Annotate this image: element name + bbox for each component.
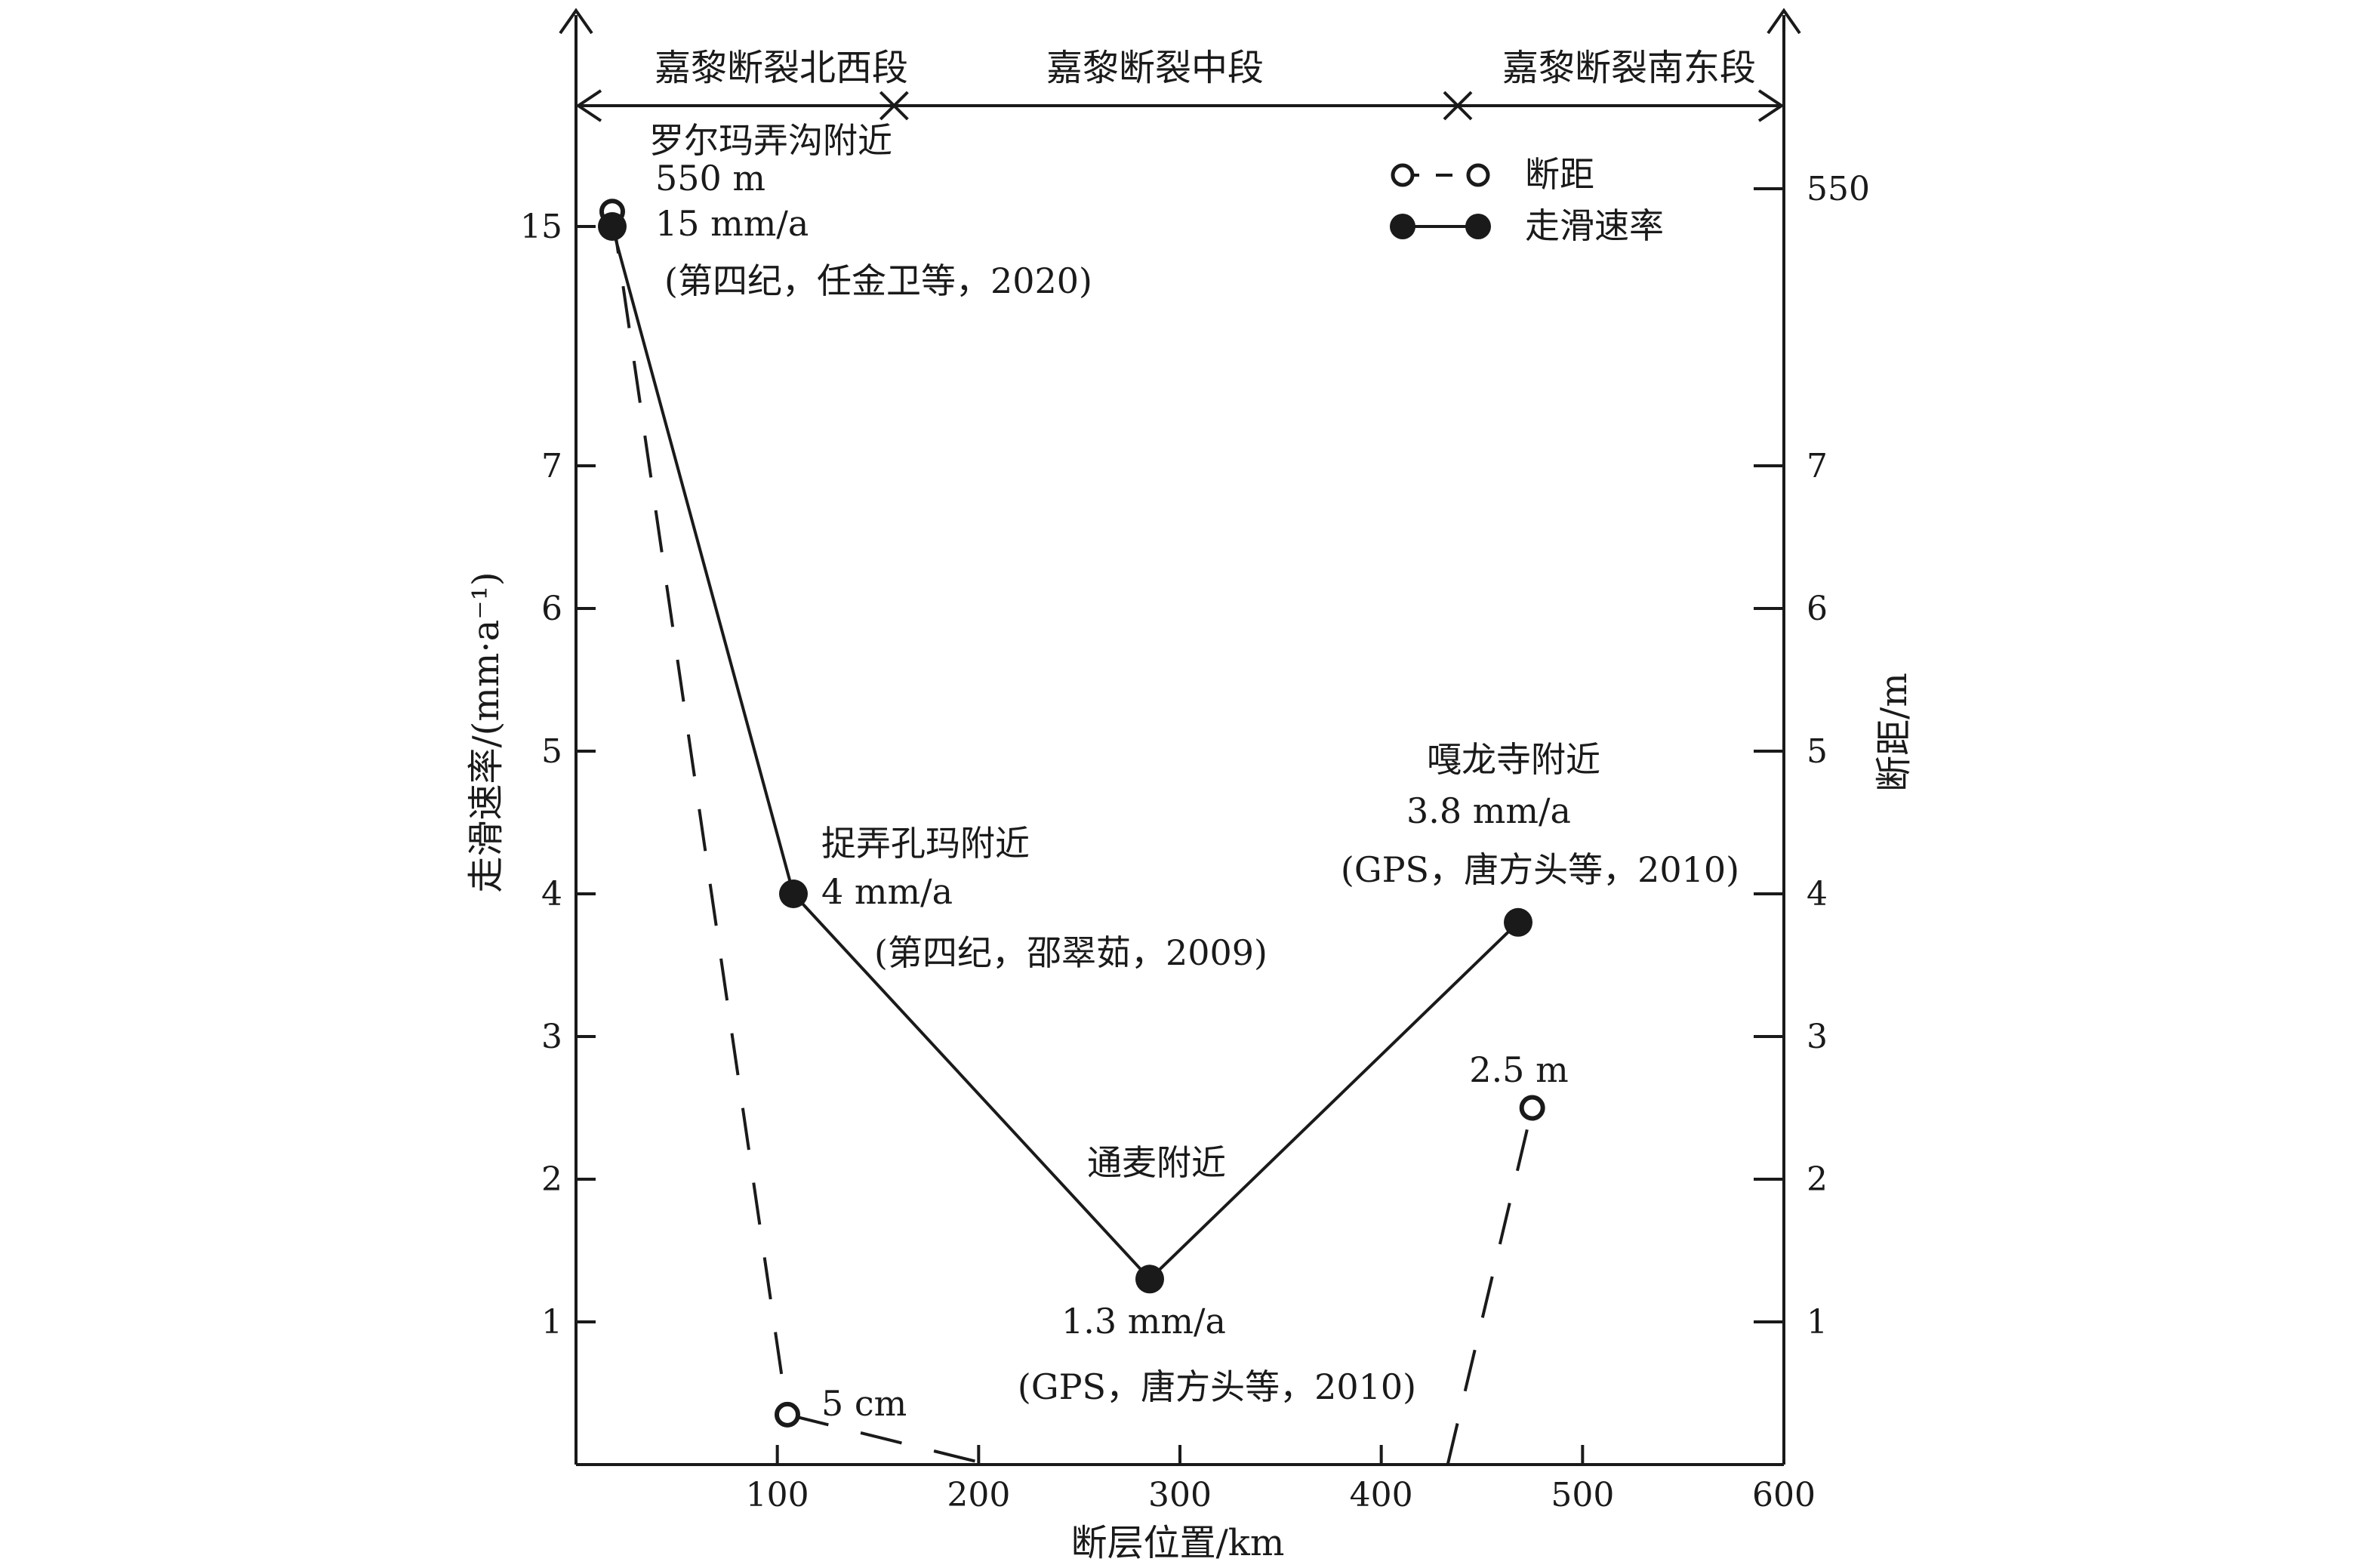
annotation-line: 3.8 mm/a bbox=[1406, 790, 1571, 831]
segment-arrow-right bbox=[1757, 89, 1785, 122]
segment-boundary-mark bbox=[879, 91, 909, 121]
slip-line-se bbox=[1446, 1107, 1534, 1465]
annotation-line: 罗尔玛弄沟附近 bbox=[649, 120, 892, 161]
y-right-tick-label: 7 bbox=[1807, 447, 1828, 485]
annotation-lormaronggou: 罗尔玛弄沟附近 550 m 15 mm/a (第四纪，任金卫等，2020) bbox=[649, 120, 1092, 301]
annotation-line: 嘎龙寺附近 bbox=[1427, 739, 1600, 780]
y-axis-left-arrow bbox=[559, 8, 593, 35]
annotation-line: 15 mm/a bbox=[655, 203, 809, 244]
x-tick-label: 600 bbox=[1752, 1476, 1816, 1514]
y-left-tick-label: 7 bbox=[541, 447, 562, 485]
slip-line-nw bbox=[611, 211, 789, 1416]
y-right-tick-label: 5 bbox=[1807, 732, 1828, 771]
y-right-tick-label: 4 bbox=[1807, 875, 1828, 913]
annotation-line: (GPS，唐方头等，2010) bbox=[1341, 849, 1739, 890]
annotation-line: 550 m bbox=[655, 158, 765, 199]
y-left-tick-label: 15 bbox=[520, 208, 562, 246]
x-tick-label: 500 bbox=[1551, 1476, 1614, 1514]
x-tick-label: 100 bbox=[746, 1476, 809, 1514]
legend-slip-label: 断距 bbox=[1525, 154, 1594, 195]
y-right-tick-label: 6 bbox=[1807, 590, 1828, 628]
annotation-galongsi: 嘎龙寺附近 3.8 mm/a (GPS，唐方头等，2010) bbox=[1341, 739, 1739, 890]
y-left-tick-label: 4 bbox=[541, 875, 562, 913]
slip-point bbox=[775, 1401, 800, 1428]
y-right-tick-label: 2 bbox=[1807, 1160, 1828, 1199]
rate-point bbox=[1135, 1265, 1164, 1294]
y-left-tick-label: 1 bbox=[541, 1303, 562, 1342]
legend-rate-label: 走滑速率 bbox=[1525, 205, 1664, 246]
slip-line-drop bbox=[787, 1412, 990, 1466]
y-left-tick-label: 3 bbox=[541, 1018, 562, 1056]
y-axis-right-title: 断距/m bbox=[1873, 673, 1915, 792]
y-left-tick-label: 6 bbox=[541, 590, 562, 628]
segment-arrow-left bbox=[575, 89, 602, 122]
rate-line bbox=[611, 226, 1520, 1282]
annotation-zhuonongkongma: 捉弄孔玛附近 4 mm/a (第四纪，邵翠茹，2009) bbox=[821, 823, 1268, 973]
annotation-tongmai: 通麦附近 1.3 mm/a (GPS，唐方头等，2010) bbox=[1018, 1142, 1416, 1407]
legend: 断距 走滑速率 bbox=[1390, 154, 1664, 246]
annotation-2-5m: 2.5 m bbox=[1469, 1049, 1568, 1090]
rate-point bbox=[1504, 907, 1532, 937]
segment-boundaries bbox=[879, 91, 1473, 121]
y-axis-right-arrow bbox=[1767, 8, 1801, 35]
y-left-tick-label: 5 bbox=[541, 732, 562, 771]
series-rate bbox=[598, 212, 1532, 1294]
y-right-tick-label: 550 bbox=[1807, 170, 1870, 208]
segment-label-nw: 嘉黎断裂北西段 bbox=[655, 47, 908, 89]
y-left-tick-label: 2 bbox=[541, 1160, 562, 1199]
annotation-line: 通麦附近 bbox=[1087, 1142, 1226, 1183]
x-tick-label: 300 bbox=[1148, 1476, 1212, 1514]
ticks: 100 200 300 400 500 600 1 1 2 2 3 3 4 4 5 5 6 6 7 7 15 550 bbox=[520, 170, 1870, 1514]
legend-slip-marker-right bbox=[1466, 163, 1490, 187]
legend-slip-marker-left bbox=[1391, 163, 1415, 187]
segment-boundary-mark bbox=[1443, 91, 1473, 121]
legend-rate-marker-right bbox=[1465, 214, 1491, 239]
y-axis-left-title: 走滑速率/(mm·a⁻¹) bbox=[465, 571, 507, 892]
annotation-line: (GPS，唐方头等，2010) bbox=[1018, 1366, 1416, 1407]
annotation-line: 1.3 mm/a bbox=[1061, 1301, 1226, 1342]
x-tick-label: 400 bbox=[1350, 1476, 1413, 1514]
x-tick-label: 200 bbox=[947, 1476, 1010, 1514]
slip-point bbox=[1519, 1095, 1545, 1121]
y-right-tick-label: 1 bbox=[1807, 1303, 1828, 1342]
annotation-line: (第四纪，任金卫等，2020) bbox=[664, 260, 1092, 301]
y-right-tick-label: 3 bbox=[1807, 1018, 1828, 1056]
rate-point bbox=[779, 879, 808, 908]
segment-label-mid: 嘉黎断裂中段 bbox=[1046, 47, 1264, 89]
rate-point bbox=[598, 212, 627, 241]
annotation-5cm: 5 cm bbox=[821, 1383, 907, 1424]
segment-label-se: 嘉黎断裂南东段 bbox=[1502, 47, 1756, 89]
annotation-line: (第四纪，邵翠茹，2009) bbox=[874, 932, 1268, 973]
annotation-line: 捉弄孔玛附近 bbox=[821, 823, 1030, 864]
legend-rate-marker-left bbox=[1390, 214, 1415, 239]
x-axis-title: 断层位置/km bbox=[1071, 1522, 1285, 1564]
series-slip bbox=[599, 199, 1545, 1466]
annotation-line: 4 mm/a bbox=[821, 871, 953, 912]
